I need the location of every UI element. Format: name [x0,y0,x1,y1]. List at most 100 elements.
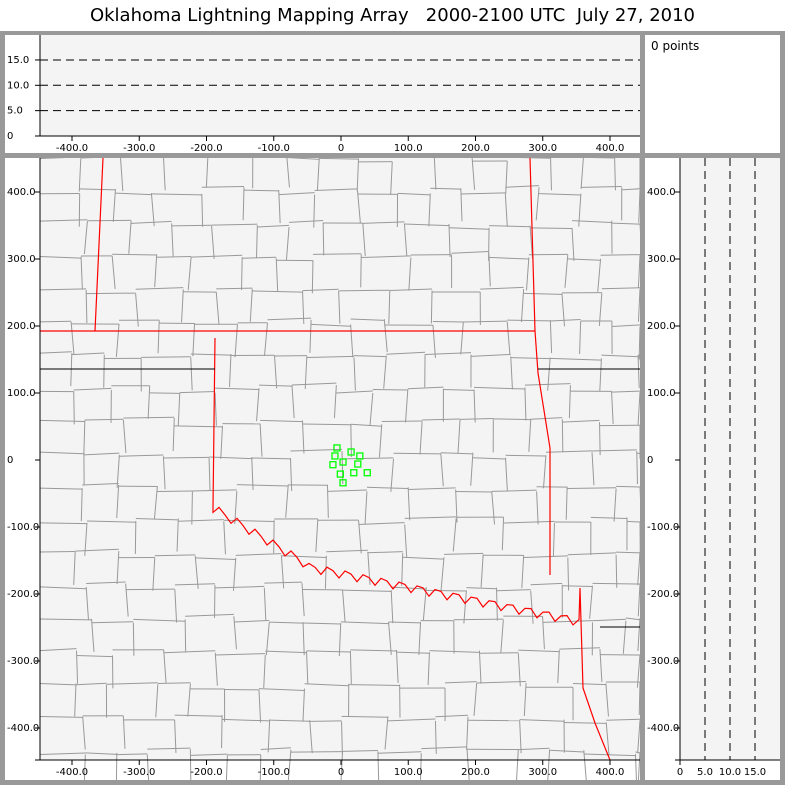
county-line [70,321,75,355]
county-line [314,188,358,192]
county-line [390,590,394,624]
county-line [426,589,467,592]
county-line [115,323,120,357]
county-line [521,555,525,589]
county-line [243,189,279,192]
county-line [425,352,472,356]
county-line [125,583,129,617]
county-line [39,451,84,455]
county-line [478,650,482,684]
county-line [636,451,638,485]
county-line [258,688,305,692]
county-line [550,158,552,191]
county-line [85,586,89,620]
county-line [549,320,553,354]
county-line [154,254,158,288]
county-line [128,220,132,254]
county-line [616,551,640,554]
county-line [315,519,319,553]
county-line [223,519,275,523]
county-line [338,289,390,292]
county-line [211,225,215,259]
county-line [303,622,341,625]
x-tick-label: -300.0 [123,767,155,778]
county-line [153,486,158,520]
x-tick-label: 0 [338,767,344,778]
county-line [404,223,450,227]
county-line [229,353,232,388]
county-line [443,389,475,391]
county-line [621,188,640,191]
county-line [420,753,422,780]
x-tick-label: 300.0 [528,143,557,153]
y-tick-label: 100.0 [7,388,36,399]
altitude-vs-x-panel[interactable]: 15.0 10.0 5.0 0 -400.0 -300.0 -200.0 -100.0 0 100… [5,35,640,153]
county-line [638,682,640,716]
county-line [350,423,352,457]
county-line [428,193,431,227]
county-line [542,616,545,650]
county-line [301,583,305,617]
county-line [79,188,116,191]
county-line [466,716,469,750]
county-line [177,392,181,426]
county-line [444,552,484,555]
county-line [255,225,258,259]
county-line [572,682,606,686]
county-line [350,649,397,652]
county-line [135,287,184,290]
county-line [523,683,527,717]
county-line [39,487,83,490]
county-line [191,491,193,525]
county-line [39,550,76,553]
y-tick-label: 0 [647,455,653,466]
county-line [76,654,113,658]
county-line [637,255,640,289]
county-line [171,223,174,257]
county-line [342,750,378,752]
county-line [302,688,305,722]
plan-view-map[interactable]: -400.0 -300.0 -200.0 -100.0 0 100.0 200.0 300.0… [5,158,640,780]
county-line [637,583,640,617]
page-title: Oklahoma Lightning Mapping Array 2000-21… [0,0,785,31]
county-line [505,457,508,491]
county-line [39,219,88,222]
county-line [86,520,136,523]
county-line [263,322,268,356]
county-line [319,158,359,160]
county-line [452,518,457,552]
county-line [479,652,519,654]
county-line [470,452,474,486]
county-line [163,158,166,191]
county-line [190,357,193,391]
county-line [336,390,373,394]
county-line [174,589,178,623]
x-tick-label: 0 [338,143,344,153]
x-tick-label: -200.0 [190,767,222,778]
county-line [172,417,175,452]
state-border [529,158,551,575]
county-line [174,719,177,753]
county-line [597,258,602,292]
x-tick-label: -100.0 [258,767,290,778]
county-line [39,256,82,259]
county-line [568,385,571,419]
county-borders [39,158,640,780]
x-tick-label: 0 [677,767,683,778]
county-line [638,189,640,223]
county-line [448,223,451,258]
county-line [75,682,107,686]
county-line [402,556,445,560]
county-line [263,587,267,621]
county-line [637,288,640,322]
county-line [387,718,436,722]
county-line [457,419,461,454]
county-line [311,323,351,327]
altitude-vs-y-panel[interactable]: 400.0 300.0 200.0 100.0 0 -100.0 -200.0 -300.0 -… [645,158,780,780]
county-line [611,324,640,328]
lightning-source-marker [339,458,347,466]
county-line [285,484,289,518]
county-line [489,225,531,228]
county-line [590,516,628,519]
county-line [265,621,270,656]
